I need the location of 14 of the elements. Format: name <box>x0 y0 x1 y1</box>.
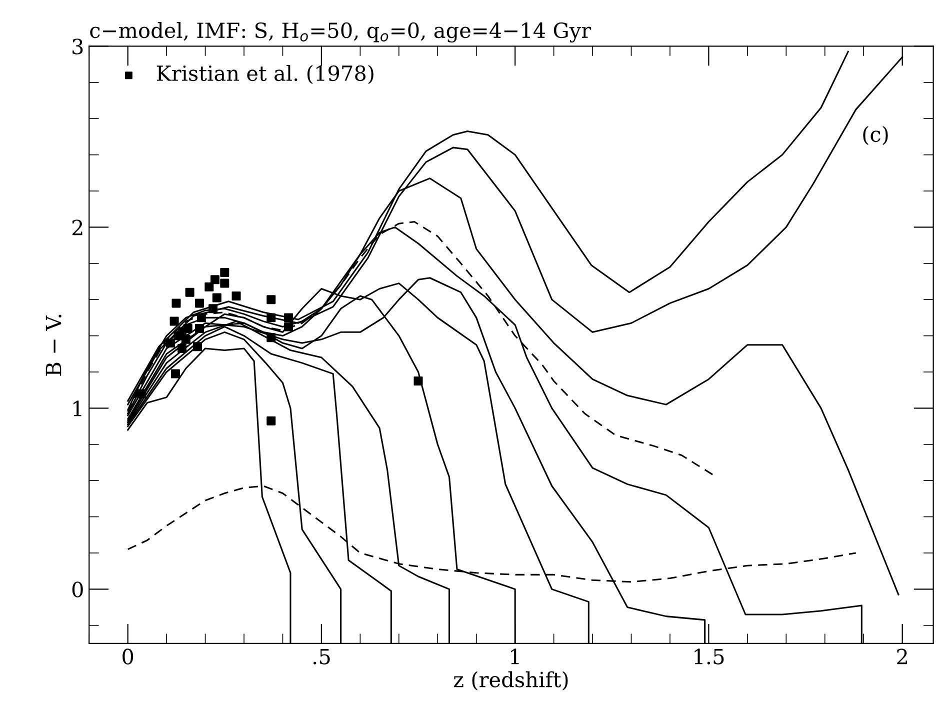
y-tick-label: 1 <box>74 400 82 416</box>
y-tick-label: 3 <box>72 38 83 54</box>
x-tick-label: 0 <box>122 648 134 664</box>
x-tick-label: .5 <box>313 648 330 664</box>
x-tick-label: 1.5 <box>694 648 724 664</box>
x-tick-label: 2 <box>897 648 907 664</box>
y-axis-title: B − V. <box>46 314 62 376</box>
y-tick-label: 0 <box>72 582 83 598</box>
annotation: (c) <box>863 126 888 146</box>
x-axis-title: z (redshift) <box>454 671 568 690</box>
x-tick-label: 1 <box>510 648 519 664</box>
legend-label: Kristian et al. (1978) <box>156 64 374 84</box>
chart-title: c−model, IMF: S, H$_{o}$=50, q$_{o}$=0, age=4−14 Gyr <box>90 22 592 43</box>
y-tick-label: 2 <box>72 220 82 236</box>
